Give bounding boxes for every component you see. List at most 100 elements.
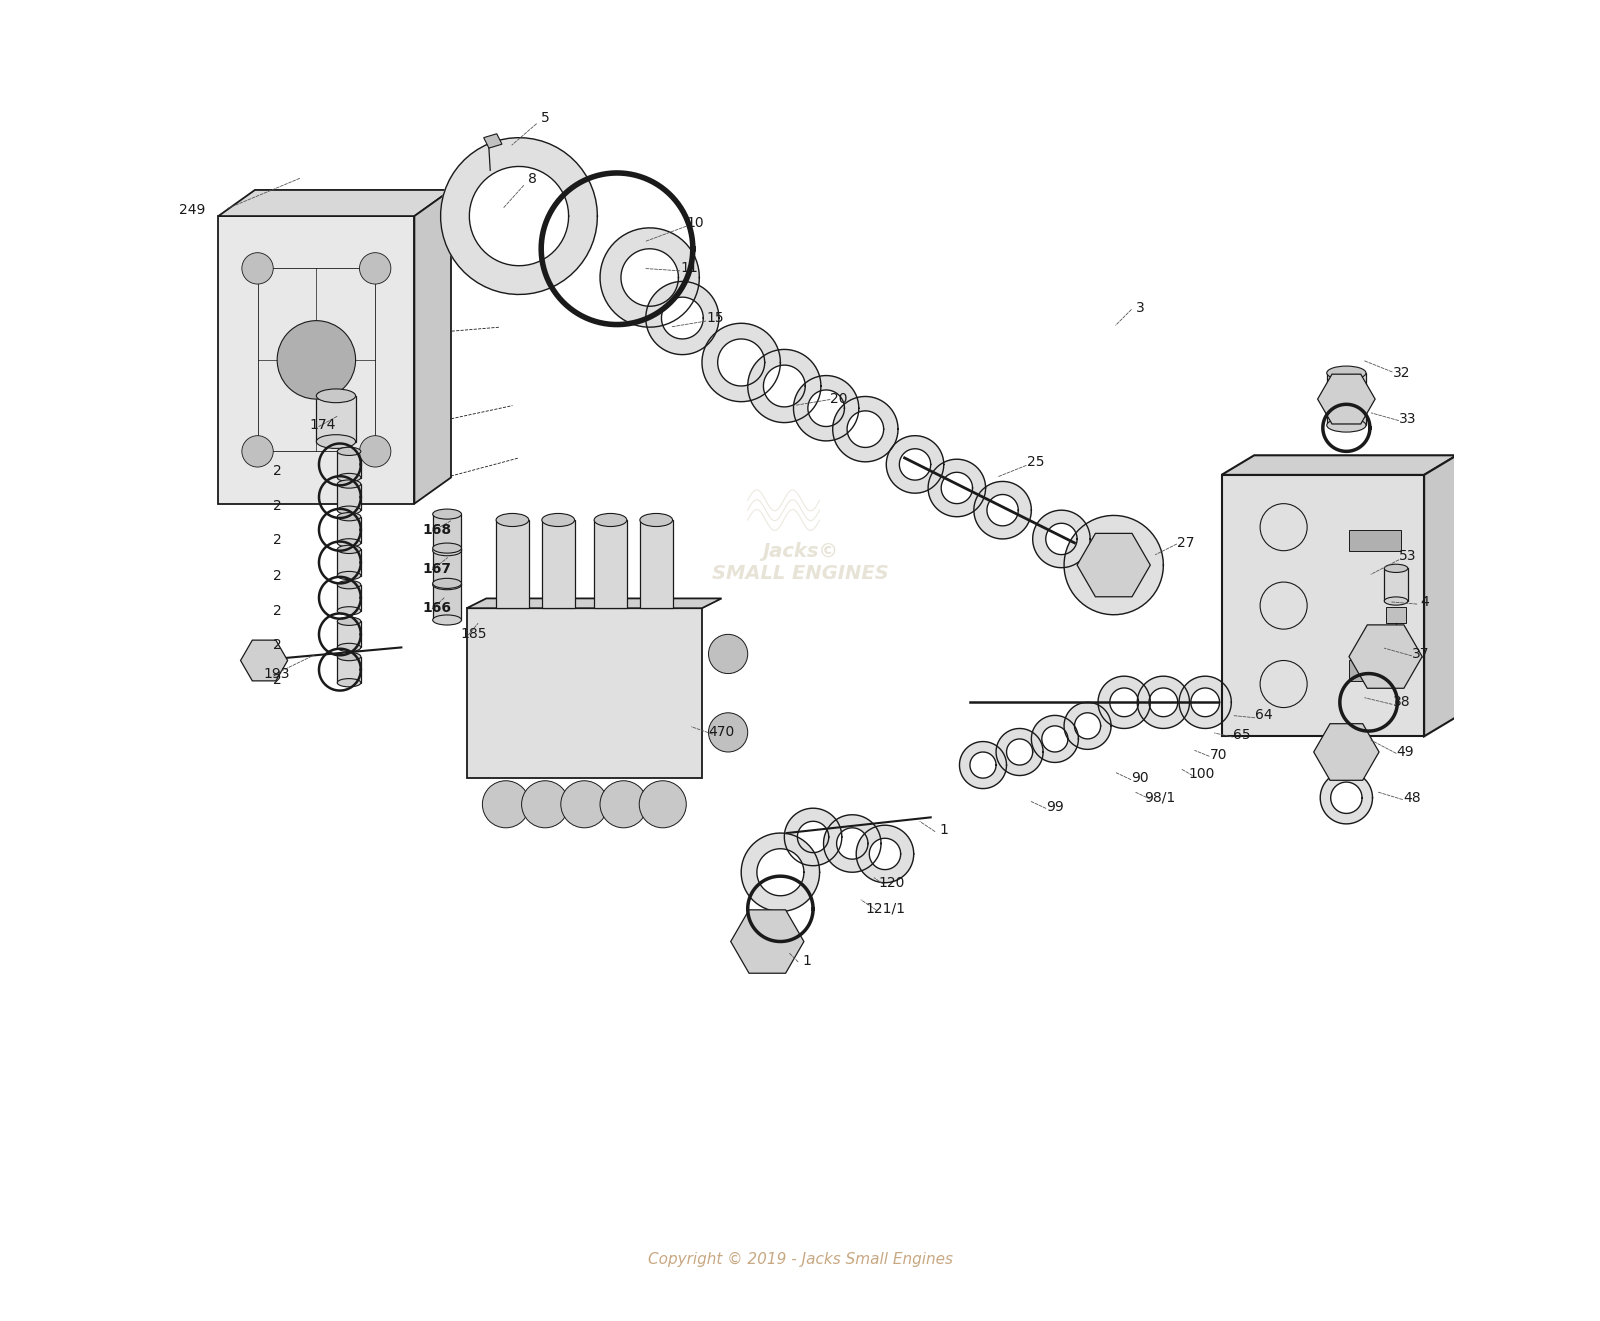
Polygon shape (824, 815, 882, 872)
Polygon shape (1190, 688, 1219, 717)
Circle shape (522, 781, 568, 828)
Polygon shape (240, 641, 288, 680)
Circle shape (360, 436, 390, 468)
Text: 1: 1 (802, 954, 811, 968)
Ellipse shape (432, 543, 461, 553)
Polygon shape (621, 248, 678, 306)
Circle shape (277, 321, 355, 399)
Bar (338, 550, 362, 576)
Polygon shape (1331, 782, 1362, 814)
Polygon shape (496, 520, 528, 608)
Ellipse shape (640, 514, 672, 527)
Bar (338, 585, 362, 610)
Polygon shape (941, 473, 973, 503)
Polygon shape (974, 481, 1032, 539)
Text: 4: 4 (1421, 594, 1429, 609)
Circle shape (709, 713, 747, 752)
Ellipse shape (432, 579, 461, 588)
Polygon shape (1386, 606, 1406, 622)
Polygon shape (731, 910, 803, 974)
Polygon shape (1064, 703, 1110, 749)
Polygon shape (1110, 688, 1139, 717)
Polygon shape (469, 166, 568, 266)
Polygon shape (1077, 534, 1150, 597)
Polygon shape (1221, 474, 1424, 736)
Ellipse shape (338, 580, 362, 589)
Polygon shape (218, 190, 451, 217)
Ellipse shape (338, 572, 362, 580)
Ellipse shape (432, 580, 461, 589)
Circle shape (560, 781, 608, 828)
Ellipse shape (1384, 597, 1408, 605)
Ellipse shape (1384, 564, 1408, 572)
Text: 470: 470 (709, 725, 734, 740)
Text: 121/1: 121/1 (866, 902, 906, 915)
Text: 99: 99 (1046, 801, 1064, 814)
Text: 120: 120 (878, 876, 904, 890)
Text: Copyright © 2019 - Jacks Small Engines: Copyright © 2019 - Jacks Small Engines (648, 1252, 952, 1267)
Polygon shape (741, 834, 819, 911)
Polygon shape (797, 822, 829, 852)
Circle shape (242, 252, 274, 284)
Ellipse shape (432, 546, 461, 556)
Polygon shape (718, 339, 765, 386)
Polygon shape (1042, 725, 1067, 752)
Polygon shape (600, 227, 699, 328)
Polygon shape (1138, 676, 1189, 728)
Polygon shape (987, 494, 1018, 526)
Text: 185: 185 (459, 627, 486, 642)
Text: 33: 33 (1398, 412, 1416, 425)
Polygon shape (218, 217, 414, 503)
Text: 100: 100 (1189, 768, 1214, 781)
Text: 3: 3 (1136, 301, 1144, 314)
Bar (1326, 373, 1366, 425)
Text: 49: 49 (1397, 745, 1414, 760)
Ellipse shape (338, 617, 362, 625)
Polygon shape (970, 752, 997, 778)
Text: 98/1: 98/1 (1144, 791, 1174, 804)
Text: 8: 8 (528, 173, 536, 186)
Text: 27: 27 (1178, 536, 1194, 550)
Ellipse shape (338, 679, 362, 687)
Text: 249: 249 (179, 202, 205, 217)
Ellipse shape (338, 546, 362, 553)
Polygon shape (837, 828, 867, 859)
Polygon shape (702, 324, 781, 402)
Ellipse shape (317, 435, 355, 448)
Text: 53: 53 (1398, 550, 1416, 563)
Ellipse shape (338, 643, 362, 651)
Polygon shape (646, 281, 718, 354)
Polygon shape (542, 520, 574, 608)
Polygon shape (1032, 510, 1090, 568)
Text: 2: 2 (272, 674, 282, 687)
Text: 48: 48 (1403, 791, 1421, 804)
Polygon shape (1179, 676, 1232, 728)
Polygon shape (440, 137, 597, 295)
Ellipse shape (338, 539, 362, 547)
Text: 38: 38 (1392, 695, 1410, 709)
Polygon shape (997, 728, 1043, 775)
Text: 37: 37 (1413, 647, 1430, 660)
Text: 32: 32 (1392, 366, 1410, 380)
Text: 1: 1 (939, 823, 949, 838)
Bar (432, 548, 461, 585)
Polygon shape (1064, 515, 1163, 614)
Text: 5: 5 (541, 111, 549, 125)
Polygon shape (784, 808, 842, 865)
Bar (1384, 568, 1408, 601)
Text: 2: 2 (272, 604, 282, 618)
Ellipse shape (338, 653, 362, 660)
Ellipse shape (432, 509, 461, 519)
Bar (317, 396, 355, 441)
Polygon shape (1349, 625, 1422, 688)
Polygon shape (1149, 688, 1178, 717)
Ellipse shape (338, 513, 362, 520)
Polygon shape (1006, 738, 1032, 765)
Bar (338, 517, 362, 543)
Polygon shape (467, 608, 702, 778)
Polygon shape (1032, 716, 1078, 762)
Polygon shape (467, 598, 722, 608)
Circle shape (360, 252, 390, 284)
Polygon shape (832, 396, 898, 462)
Bar (1349, 660, 1402, 682)
